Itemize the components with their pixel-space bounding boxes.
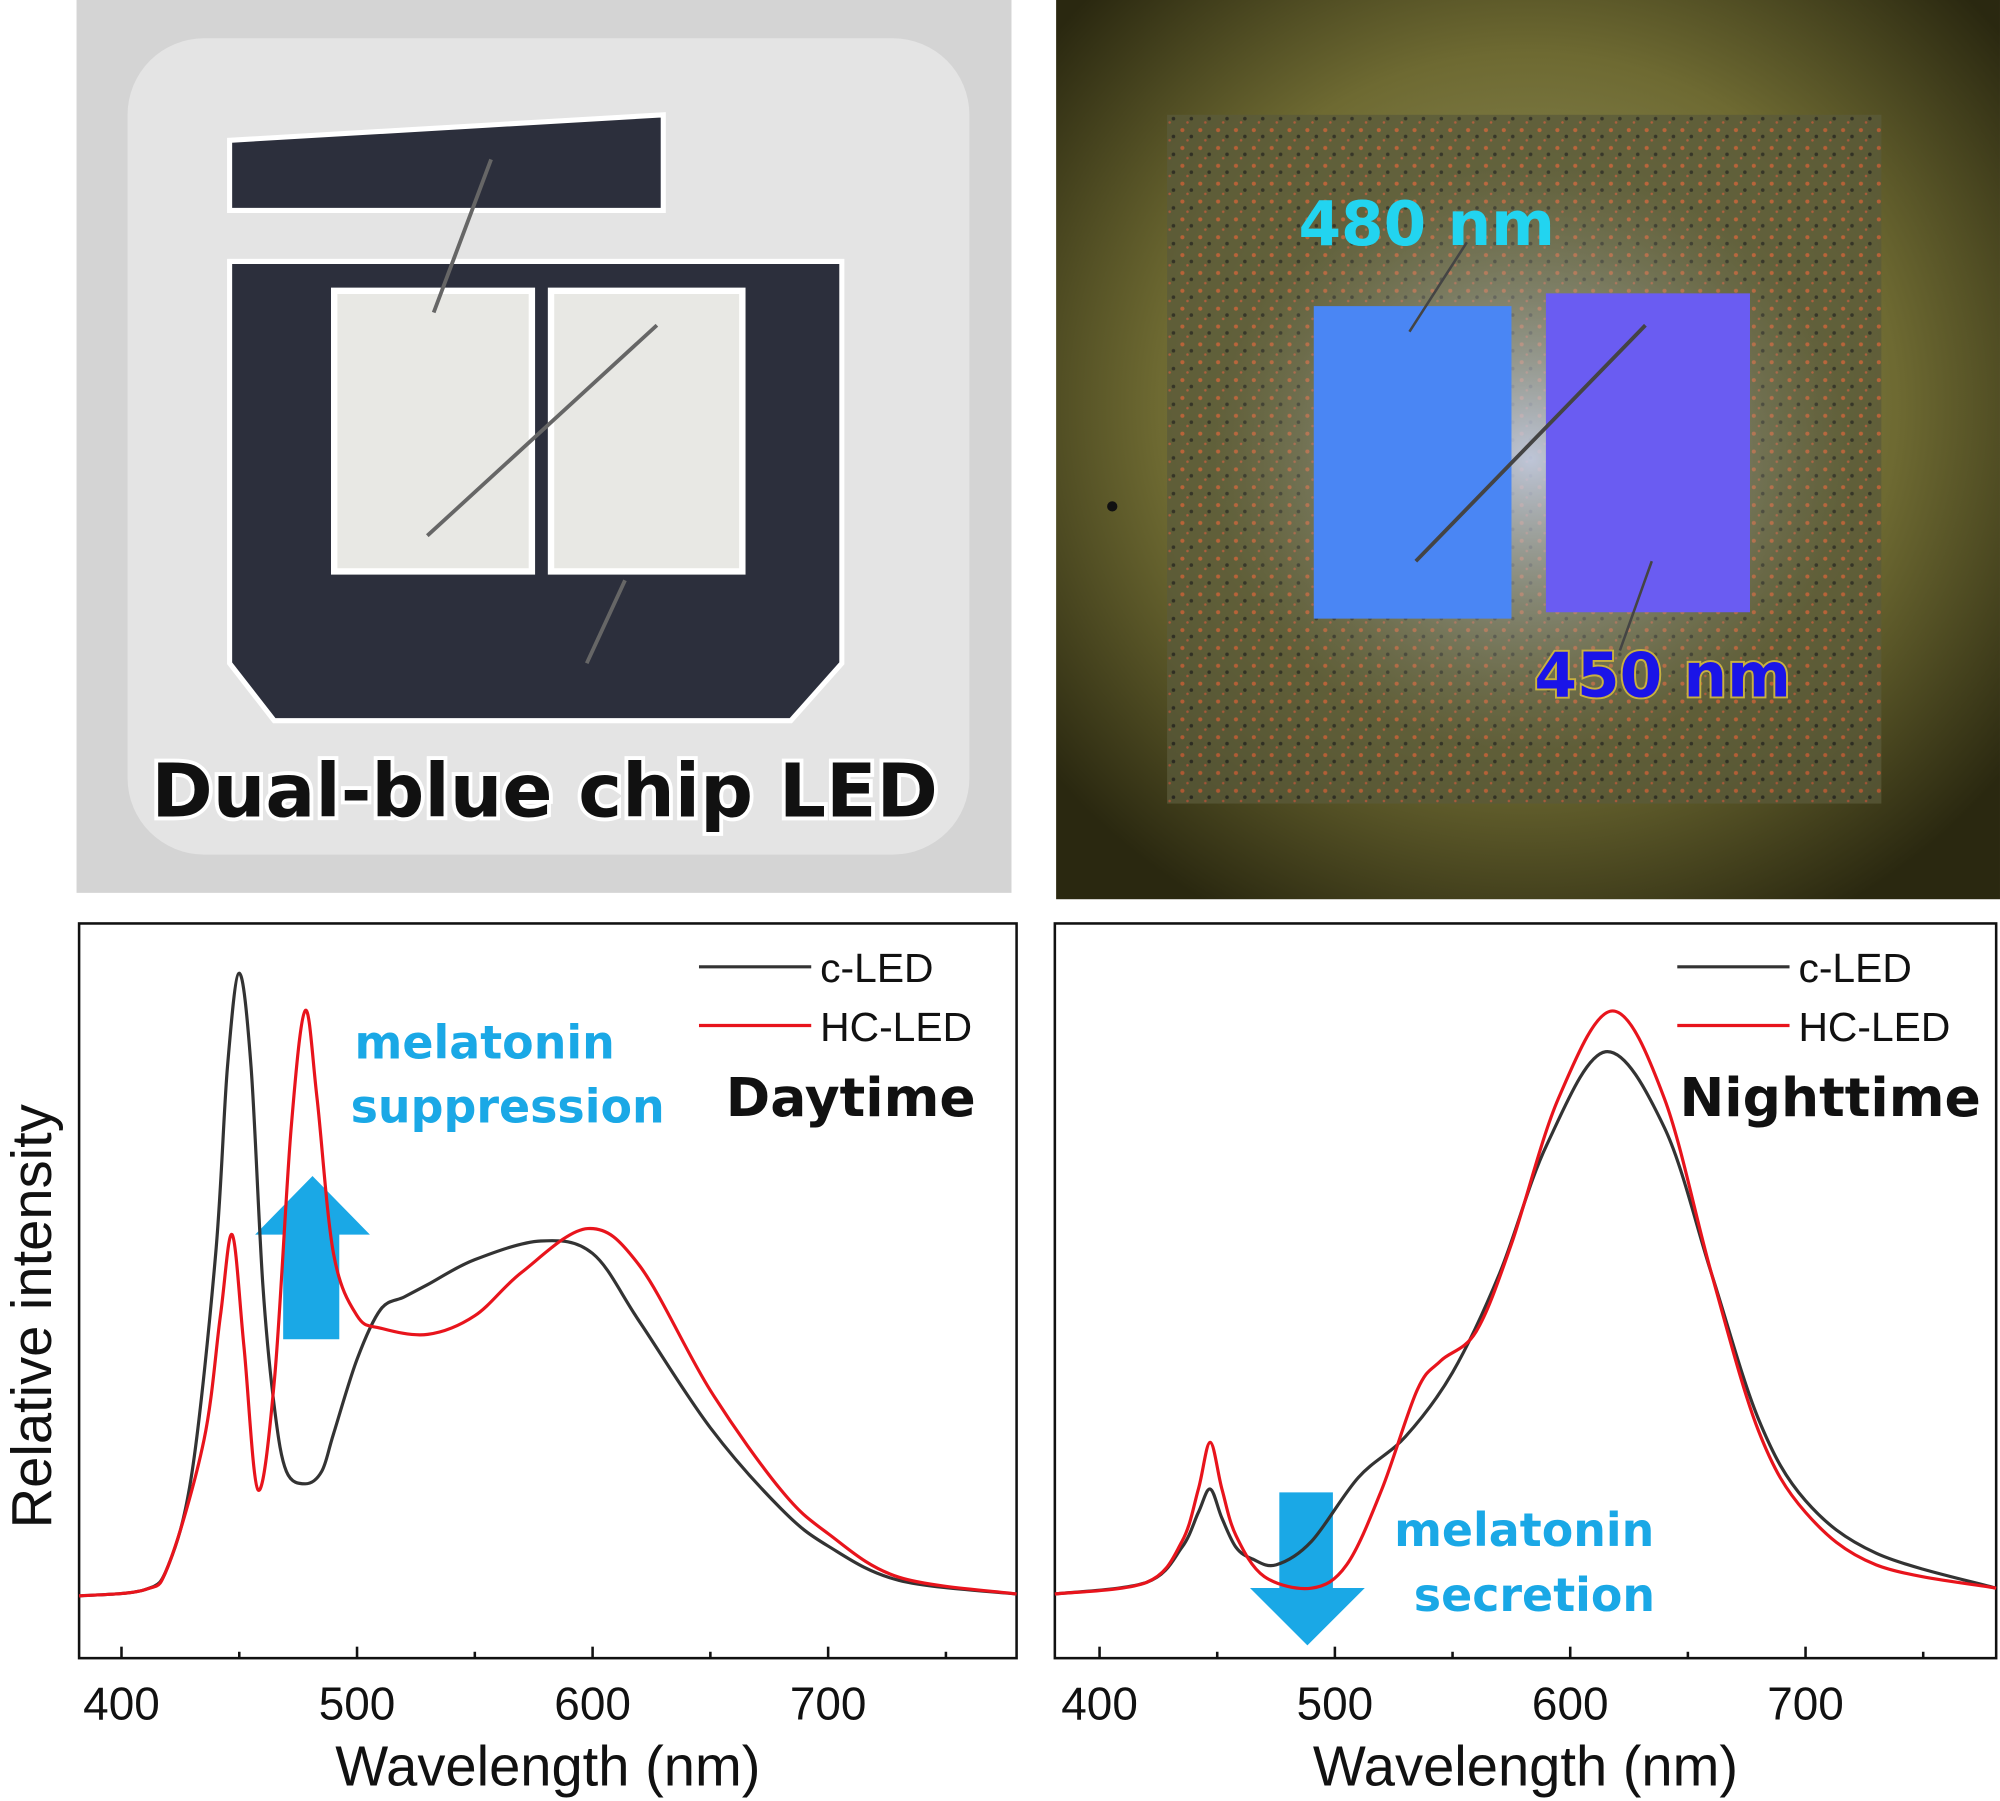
annotation-line2: secretion xyxy=(1414,1568,1655,1622)
series-line-hc-led xyxy=(78,1009,1017,1598)
annotation-line1: melatonin xyxy=(355,1016,615,1070)
annotation-line1: melatonin xyxy=(1394,1503,1654,1557)
x-tick-label: 600 xyxy=(1532,1677,1609,1729)
bond-wire xyxy=(1414,323,1647,563)
x-tick-label: 400 xyxy=(1061,1677,1138,1729)
y-axis-label: Relative intensity xyxy=(0,1104,63,1528)
legend-label: HC-LED xyxy=(820,1004,972,1050)
legend-label: HC-LED xyxy=(1798,1004,1950,1050)
bond-wire xyxy=(426,323,659,538)
x-tick-label: 700 xyxy=(1767,1677,1844,1729)
x-axis-label: Wavelength (nm) xyxy=(335,1735,760,1798)
arrow-down-icon xyxy=(1249,1492,1365,1646)
led-chip-right xyxy=(547,287,746,575)
plot-frame xyxy=(1053,922,1998,1660)
bond-wire xyxy=(585,579,627,665)
chart-title: Nighttime xyxy=(1679,1066,1980,1129)
series-line-hc-led xyxy=(1054,1009,1997,1596)
chip-450nm xyxy=(1545,293,1750,613)
pointer-line xyxy=(1408,241,1468,333)
chart-title: Daytime xyxy=(726,1066,976,1129)
x-tick-label: 400 xyxy=(83,1677,160,1729)
legend-label: c-LED xyxy=(1798,945,1911,991)
led-photo-caption: Dual-blue chip LED xyxy=(151,748,938,834)
label-480nm: 480 nm xyxy=(1298,189,1554,260)
bond-wire xyxy=(431,158,493,314)
legend-label: c-LED xyxy=(820,945,933,991)
led-photo: Dual-blue chip LED xyxy=(76,0,1012,893)
led-chip-left xyxy=(331,287,536,575)
series-line-c-led xyxy=(1054,1050,1997,1596)
plot-frame xyxy=(77,922,1018,1660)
chip-480nm xyxy=(1313,306,1512,619)
daytime-spectrum-chart: 400 500 600 700 Wavelength (nm) Relative inte… xyxy=(0,922,1018,1798)
x-tick-label: 700 xyxy=(790,1677,867,1729)
annotation-line2: suppression xyxy=(351,1079,665,1133)
x-tick-label: 500 xyxy=(1297,1677,1374,1729)
nighttime-spectrum-chart: 400 500 600 700 Wavelength (nm) melatonin secr… xyxy=(1053,922,1998,1798)
series-line-c-led xyxy=(78,971,1017,1598)
x-tick-label: 500 xyxy=(319,1677,396,1729)
label-450nm: 450 nm xyxy=(1534,640,1790,711)
led-emission-photo: 480 nm 450 nm xyxy=(1056,0,2000,900)
x-axis-label: Wavelength (nm) xyxy=(1313,1735,1738,1798)
x-tick-label: 600 xyxy=(554,1677,631,1729)
pointer-line xyxy=(1618,560,1653,651)
